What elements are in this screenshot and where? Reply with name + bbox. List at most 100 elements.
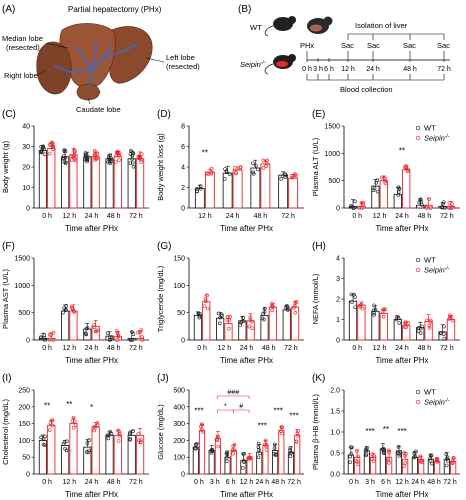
data-point	[364, 453, 369, 458]
data-point	[115, 331, 120, 336]
data-point	[450, 202, 454, 206]
y-axis-label: Cholesterol (mg/dL)	[1, 399, 10, 465]
data-point	[418, 454, 423, 459]
x-tick-label: 0 h	[42, 345, 52, 352]
data-point	[425, 318, 429, 323]
x-axis-label: Time after PHx	[375, 224, 428, 233]
data-point	[264, 448, 269, 452]
data-point	[231, 444, 236, 449]
x-axis-label: Time after PHx	[375, 356, 428, 365]
x-tick-label: 12 h	[62, 479, 76, 486]
label-phx: PHx	[300, 41, 314, 50]
data-point	[203, 299, 208, 304]
data-point	[70, 307, 75, 311]
data-point	[209, 170, 214, 175]
data-point	[108, 161, 112, 165]
data-point	[93, 426, 97, 430]
x-axis-label: Time after PHx	[65, 224, 118, 233]
data-point	[138, 330, 142, 334]
x-tick-label: 48 h	[418, 213, 432, 220]
mouse-seipin-icon	[264, 54, 296, 75]
y-tick-label: 4	[181, 165, 185, 172]
legend-label-wt: WT	[424, 388, 436, 397]
bar	[83, 156, 92, 209]
data-point	[428, 320, 433, 324]
data-point	[108, 153, 113, 157]
y-tick-label: 2	[336, 297, 340, 304]
data-point	[115, 338, 119, 342]
y-tick-label: 1000	[14, 283, 30, 290]
data-point	[428, 206, 433, 210]
data-point	[42, 147, 46, 152]
data-point	[85, 326, 90, 330]
data-point	[427, 326, 432, 330]
y-tick-label: 0	[26, 206, 30, 213]
data-point	[360, 206, 364, 210]
data-point	[396, 445, 401, 449]
bar	[113, 434, 122, 475]
liver-vessels	[53, 40, 139, 87]
x-tick-label: 24 h	[85, 479, 99, 486]
data-point	[216, 444, 221, 449]
label-seipin: Seipin-/-	[240, 60, 266, 69]
resection-line-left	[111, 33, 117, 81]
liver-left-lobe	[109, 26, 153, 84]
data-point	[386, 457, 390, 461]
timeline-arrows	[306, 51, 445, 58]
data-point	[403, 461, 408, 465]
data-point	[194, 443, 198, 447]
data-point	[280, 431, 284, 436]
data-point	[200, 422, 204, 427]
x-tick-label: 12 h	[62, 345, 76, 352]
y-tick-label: 0	[336, 206, 340, 213]
data-point	[357, 206, 362, 210]
data-point	[412, 455, 416, 460]
label-sac-72h: Sac	[437, 41, 450, 50]
timeline-tick-label: 24 h	[366, 66, 380, 73]
data-point	[262, 317, 266, 322]
data-point	[87, 448, 91, 453]
data-point	[50, 423, 54, 428]
x-tick-label: 0 h	[352, 213, 362, 220]
y-axis-label: Plasma β-HB (mmol/L)	[311, 394, 320, 470]
data-point	[381, 314, 386, 319]
data-point	[61, 310, 65, 315]
bar	[379, 180, 388, 209]
data-point	[358, 303, 362, 308]
timeline-tick-label: 6 h	[324, 66, 334, 73]
data-point	[114, 329, 119, 333]
timeline-tick-label: 12 h	[341, 66, 355, 73]
data-point	[383, 181, 388, 185]
significance-bracket	[232, 409, 250, 413]
data-point	[109, 159, 113, 163]
x-tick-label: 72 h	[440, 345, 454, 352]
x-tick-label: 12 h	[373, 213, 387, 220]
chart-panel-i: (I) 0 50 100 150 200 250 Cholesterol (mg/dL) Tim…	[1, 373, 149, 499]
data-point	[352, 292, 356, 297]
y-tick-label: 0	[181, 206, 185, 213]
data-point	[295, 431, 300, 436]
y-tick-label: 1500	[324, 124, 340, 131]
data-point	[61, 442, 66, 446]
data-point	[47, 337, 52, 342]
legend-label-wt: WT	[424, 124, 436, 133]
liver-right-lobe	[36, 41, 72, 95]
data-point	[361, 202, 365, 207]
data-point	[138, 440, 143, 445]
data-point	[199, 424, 203, 429]
data-point	[241, 316, 245, 320]
data-point	[292, 173, 297, 177]
x-tick-label: 48 h	[427, 479, 441, 486]
data-point	[349, 292, 354, 297]
label-isolation: Isolation of liver	[355, 21, 408, 30]
data-point	[397, 452, 401, 456]
data-point	[442, 336, 447, 341]
data-point	[440, 205, 444, 210]
data-point	[136, 432, 141, 436]
data-point	[256, 441, 261, 446]
data-point	[198, 184, 203, 189]
data-point	[210, 449, 215, 454]
label-sac-24h: Sac	[367, 41, 380, 50]
